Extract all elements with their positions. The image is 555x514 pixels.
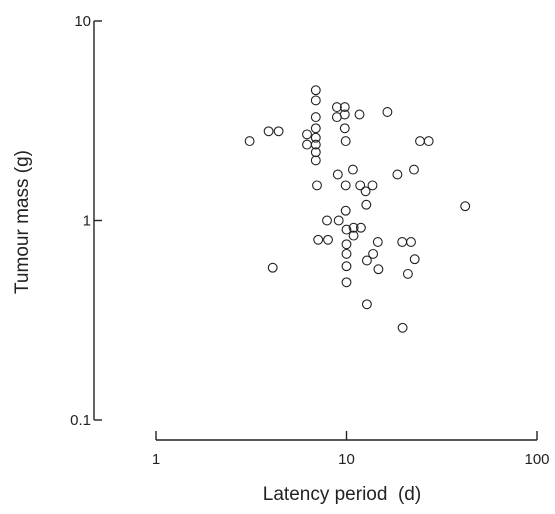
x-tick-label: 10 [338,451,355,468]
x-tick-label: 1 [152,451,160,468]
data-point [355,222,366,233]
data-point [323,234,333,245]
data-point [361,299,372,310]
x-ticks: 1 10 100 [152,431,550,468]
data-point [397,237,408,247]
data-point [341,239,352,250]
data-point [460,201,471,212]
data-point [348,230,359,241]
data-point [415,136,425,147]
data-point [348,222,359,233]
data-point [310,139,321,150]
data-point [392,169,403,180]
data-point [402,268,413,279]
data-point [341,224,352,235]
y-ticks: 0.1 1 10 [70,13,102,429]
y-tick-label: 1 [83,213,91,230]
data-point [310,132,321,143]
data-points [244,85,471,333]
data-point [361,255,372,266]
data-point [355,180,366,191]
data-point [367,180,378,191]
data-point [302,139,312,150]
y-tick-label: 10 [74,13,91,30]
data-point [340,136,351,147]
data-point [340,180,351,191]
data-point [341,277,352,288]
data-point [322,215,332,226]
data-point [406,237,416,247]
x-axis-title: Latency period (d) [263,484,421,505]
data-point [361,199,372,210]
data-point [313,234,324,245]
data-point [341,261,352,272]
data-point [373,264,384,275]
data-point [273,126,284,137]
data-point [310,123,321,134]
y-tick-label: 0.1 [70,412,91,429]
data-point [263,126,274,137]
data-point [409,254,420,265]
data-point [310,95,321,106]
data-point [360,186,371,197]
data-point [354,109,365,120]
data-point [310,147,321,158]
data-point [267,262,278,273]
x-tick-label: 100 [524,451,549,468]
data-point [340,205,351,216]
data-point [382,107,393,117]
data-point [310,85,321,96]
data-point [339,102,350,113]
data-point [339,123,350,134]
data-point [409,164,419,175]
data-point [341,248,352,259]
data-point [310,155,321,166]
data-point [397,322,408,333]
data-point [244,136,255,147]
axes [93,21,537,441]
data-point [302,129,312,140]
data-point [339,109,350,120]
data-point [333,215,344,226]
data-point [310,112,321,123]
data-point [331,102,342,113]
data-point [368,248,379,259]
data-point [332,169,343,180]
data-point [347,164,358,175]
data-point [372,237,383,247]
data-point [312,180,322,191]
y-axis-title: Tumour mass (g) [12,150,33,294]
data-point [423,136,434,147]
